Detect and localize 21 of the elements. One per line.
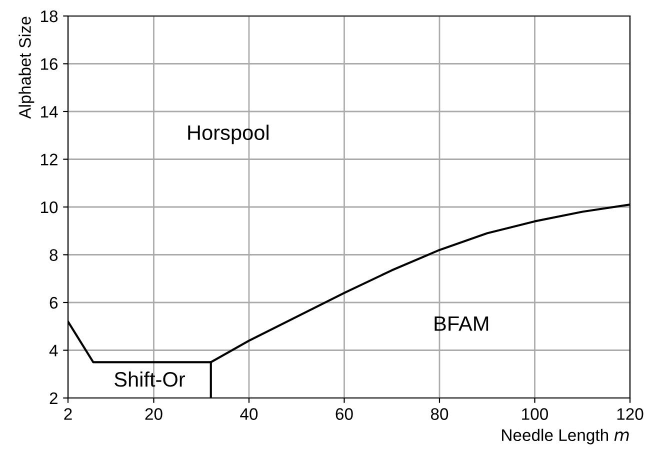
y-tick-label: 16 [41,58,58,70]
y-tick-label: 6 [50,296,58,309]
x-tick-label: 120 [617,408,644,420]
x-tick-label: 2 [64,408,72,420]
x-tick-label: 20 [145,408,162,420]
x-axis-title: Needle Length m [502,428,629,444]
y-tick-label: 10 [41,201,58,214]
y-axis-title: Alphabet Size [18,16,34,119]
y-tick-label: 8 [50,249,58,261]
annotation: BFAM [434,316,488,331]
annotation: Horspool [188,124,268,144]
annotation: Shift-Or [114,371,186,387]
x-tick-label: 60 [336,408,353,420]
x-tick-label: 100 [522,408,548,420]
y-tick-label: 12 [41,154,58,166]
y-tick-label: 18 [41,10,58,22]
y-tick-label: 14 [41,106,58,118]
x-tick-label: 40 [240,408,258,420]
y-tick-label: 2 [50,392,58,404]
y-tick-label: 4 [49,344,58,356]
x-tick-label: 80 [430,408,448,420]
